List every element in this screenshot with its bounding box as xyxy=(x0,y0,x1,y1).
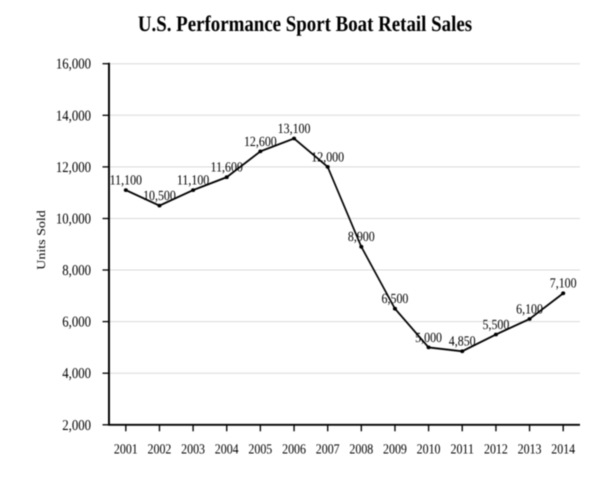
svg-text:16,000: 16,000 xyxy=(56,57,91,73)
svg-text:2010: 2010 xyxy=(417,443,441,458)
svg-text:4,000: 4,000 xyxy=(62,366,91,382)
svg-text:2003: 2003 xyxy=(181,443,205,458)
svg-text:11,600: 11,600 xyxy=(211,161,243,176)
svg-text:6,500: 6,500 xyxy=(382,292,409,307)
svg-text:2008: 2008 xyxy=(349,443,373,458)
svg-text:2002: 2002 xyxy=(148,443,172,458)
svg-text:2,000: 2,000 xyxy=(62,418,91,434)
svg-text:7,100: 7,100 xyxy=(550,277,577,292)
svg-text:10,500: 10,500 xyxy=(143,189,176,204)
svg-text:4,850: 4,850 xyxy=(449,335,476,350)
svg-text:2014: 2014 xyxy=(551,443,575,458)
svg-text:5,500: 5,500 xyxy=(483,318,510,333)
svg-text:11,100: 11,100 xyxy=(110,174,142,189)
svg-text:2007: 2007 xyxy=(316,443,340,458)
svg-text:Units Sold: Units Sold xyxy=(36,210,49,270)
svg-text:2001: 2001 xyxy=(114,443,138,458)
svg-text:14,000: 14,000 xyxy=(56,108,91,124)
svg-text:8,900: 8,900 xyxy=(348,230,375,245)
svg-text:2011: 2011 xyxy=(451,443,474,458)
svg-text:2012: 2012 xyxy=(484,443,508,458)
svg-text:2013: 2013 xyxy=(518,443,542,458)
svg-text:12,000: 12,000 xyxy=(56,160,91,176)
svg-text:5,000: 5,000 xyxy=(415,331,442,346)
svg-text:2009: 2009 xyxy=(383,443,407,458)
svg-text:8,000: 8,000 xyxy=(62,263,91,279)
svg-text:6,000: 6,000 xyxy=(62,315,91,331)
svg-text:12,600: 12,600 xyxy=(244,135,277,150)
svg-text:10,000: 10,000 xyxy=(56,212,91,228)
svg-text:12,000: 12,000 xyxy=(311,150,344,165)
svg-text:2006: 2006 xyxy=(282,443,306,458)
svg-text:13,100: 13,100 xyxy=(278,122,311,137)
svg-text:U.S. Performance Sport Boat Re: U.S. Performance Sport Boat Retail Sales xyxy=(138,11,473,36)
svg-text:6,100: 6,100 xyxy=(516,302,543,317)
svg-text:11,100: 11,100 xyxy=(177,174,209,189)
svg-text:2004: 2004 xyxy=(215,443,239,458)
svg-text:2005: 2005 xyxy=(248,443,272,458)
